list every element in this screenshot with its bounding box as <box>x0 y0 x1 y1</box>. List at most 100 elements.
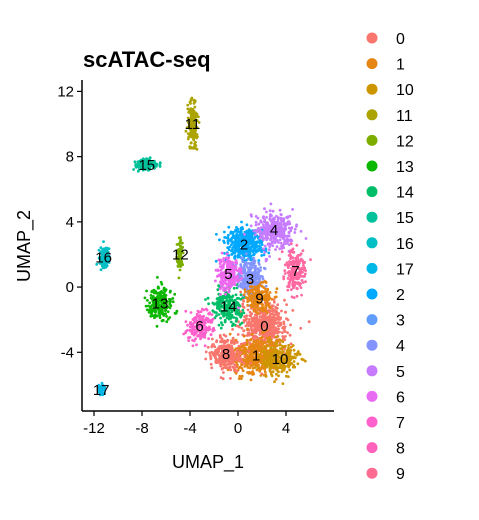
data-point <box>247 349 251 353</box>
data-point <box>236 227 240 231</box>
data-point <box>156 276 159 279</box>
data-point <box>228 332 232 336</box>
data-point <box>147 310 151 314</box>
data-point <box>165 315 168 318</box>
chart-title: scATAC-seq <box>83 47 211 72</box>
data-point <box>250 239 254 243</box>
data-point <box>243 232 246 236</box>
data-point <box>263 220 266 224</box>
data-point <box>244 318 248 322</box>
data-point <box>289 288 293 291</box>
data-point <box>258 283 262 287</box>
data-point <box>301 249 305 253</box>
data-point <box>278 221 282 225</box>
data-point <box>251 232 255 236</box>
data-point <box>274 349 278 353</box>
data-point <box>278 238 282 242</box>
data-point <box>289 342 293 346</box>
data-point <box>134 165 138 169</box>
data-point <box>152 288 156 292</box>
data-point <box>195 126 199 130</box>
data-point <box>268 305 271 309</box>
data-point <box>271 326 275 330</box>
data-point <box>184 320 188 323</box>
data-point <box>239 342 243 346</box>
data-point <box>219 326 223 330</box>
data-point <box>155 297 159 301</box>
data-point <box>281 340 285 344</box>
data-point <box>133 160 137 164</box>
data-point <box>180 250 184 254</box>
data-point <box>234 302 238 306</box>
data-point <box>161 319 165 322</box>
data-point <box>279 216 283 220</box>
data-point <box>250 299 254 303</box>
data-point <box>160 300 164 303</box>
data-point <box>214 268 218 272</box>
data-point <box>271 304 275 308</box>
data-point <box>234 352 237 356</box>
data-point <box>275 245 279 249</box>
data-point <box>286 288 290 292</box>
data-point <box>231 336 235 340</box>
data-point <box>302 264 305 267</box>
data-point <box>266 302 270 305</box>
legend-label: 0 <box>396 31 405 48</box>
data-point <box>186 107 190 111</box>
data-point <box>220 312 224 315</box>
data-point <box>248 341 252 345</box>
data-point <box>276 303 280 307</box>
data-point <box>259 361 263 364</box>
data-point <box>237 377 241 380</box>
legend-swatch <box>366 288 378 300</box>
data-point <box>222 311 226 315</box>
data-point <box>250 235 254 239</box>
data-point <box>271 348 275 352</box>
data-point <box>225 316 229 320</box>
data-point <box>184 309 188 313</box>
data-point <box>269 202 273 206</box>
y-axis-title: UMAP_2 <box>14 210 35 282</box>
data-point <box>273 328 276 332</box>
data-point <box>229 341 233 345</box>
data-point <box>157 307 161 311</box>
data-point <box>175 243 179 246</box>
data-point <box>242 348 245 351</box>
data-point <box>240 360 243 363</box>
data-point <box>296 362 300 366</box>
data-point <box>192 146 196 150</box>
data-point <box>181 263 185 267</box>
data-point <box>270 241 274 245</box>
data-point <box>190 135 193 139</box>
data-point <box>285 374 288 378</box>
data-point <box>264 223 268 227</box>
data-point <box>293 227 297 231</box>
cluster-label-5: 5 <box>224 266 232 283</box>
legend-item: 7 <box>366 415 405 432</box>
data-point <box>227 308 231 312</box>
data-point <box>228 365 232 369</box>
data-point <box>211 317 215 321</box>
data-point <box>221 283 224 286</box>
cluster-label-2: 2 <box>240 237 248 254</box>
data-point <box>249 326 253 330</box>
data-point <box>255 338 259 342</box>
data-point <box>278 356 282 359</box>
data-point <box>279 226 283 230</box>
data-point <box>168 306 172 310</box>
legend-item: 11 <box>366 108 413 125</box>
data-point <box>191 344 195 348</box>
data-point <box>294 258 298 261</box>
data-point <box>240 226 244 229</box>
legend-swatch <box>366 32 378 44</box>
data-point <box>229 377 232 380</box>
legend: 0 1 10 11 12 13 14 15 16 17 2 3 4 5 6 7 8 9 <box>366 31 414 483</box>
data-point <box>191 328 195 332</box>
data-point <box>239 293 243 297</box>
data-point <box>223 230 226 234</box>
data-point <box>239 290 243 294</box>
data-point <box>281 331 284 335</box>
data-point <box>252 229 256 233</box>
data-point <box>163 290 167 293</box>
data-point <box>242 334 246 338</box>
